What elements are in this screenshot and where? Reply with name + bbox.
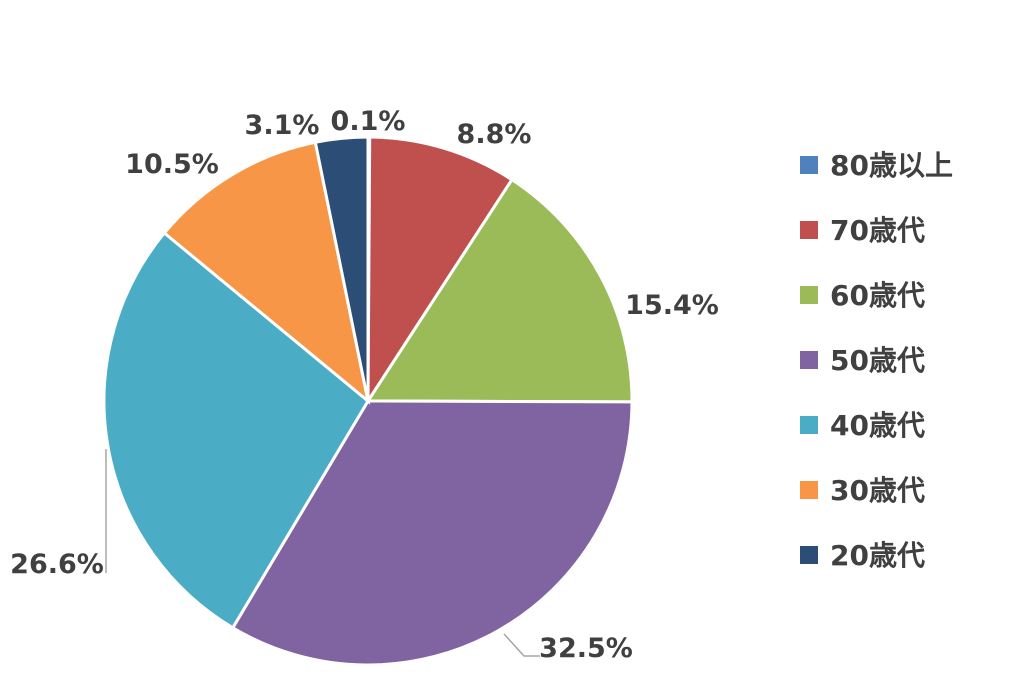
data-labels: 0.1% 8.8% 15.4% 32.5% 26.6% 10.5% 3.1%: [10, 106, 719, 664]
pie-slice: [366, 135, 514, 407]
pie-slices: [102, 135, 634, 667]
legend-label: 60歳代: [830, 279, 925, 312]
legend: 80歳以上 70歳代 60歳代 50歳代 40歳代 30歳代 20歳代: [800, 149, 953, 572]
legend-label: 40歳代: [830, 409, 925, 442]
legend-label: 20歳代: [830, 539, 925, 572]
pie-slice: [365, 177, 634, 404]
pie-slice: [313, 135, 370, 402]
data-label: 10.5%: [125, 149, 219, 180]
data-label: 0.1%: [331, 106, 406, 137]
data-label: 32.5%: [539, 633, 633, 664]
leader-lines: [105, 449, 540, 657]
data-label: 15.4%: [625, 290, 719, 321]
pie-slice: [102, 230, 370, 630]
legend-swatch: [800, 481, 818, 499]
pie-slice: [230, 399, 634, 667]
legend-swatch: [800, 156, 818, 174]
legend-swatch: [800, 546, 818, 564]
legend-swatch: [800, 221, 818, 239]
legend-label: 50歳代: [830, 344, 925, 377]
legend-label: 30歳代: [830, 474, 925, 507]
data-label: 3.1%: [245, 110, 320, 141]
legend-label: 80歳以上: [830, 149, 953, 182]
legend-swatch: [800, 351, 818, 369]
data-label: 26.6%: [10, 549, 104, 580]
leader-line: [503, 633, 540, 657]
legend-swatch: [800, 286, 818, 304]
pie-slice: [162, 140, 371, 405]
legend-label: 70歳代: [830, 214, 925, 247]
legend-swatch: [800, 416, 818, 434]
data-label: 8.8%: [457, 119, 532, 150]
